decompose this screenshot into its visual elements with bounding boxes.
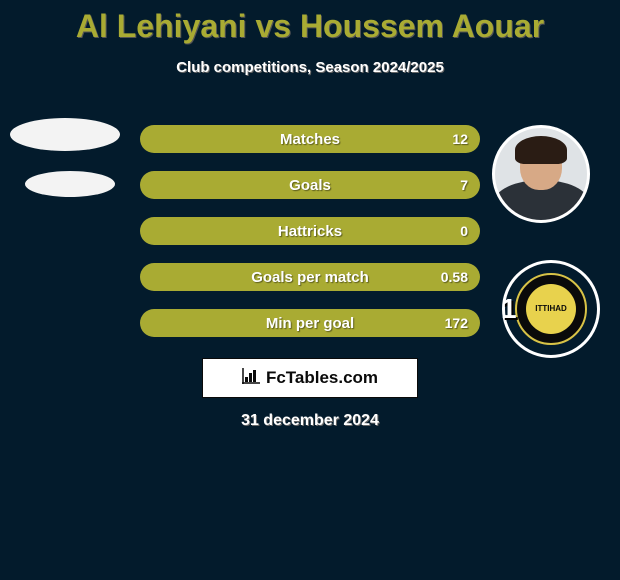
fctables-text: FcTables.com — [266, 368, 378, 388]
stat-bar: Hattricks 0 — [140, 217, 480, 245]
avatar-placeholder-shape — [25, 171, 115, 197]
stat-value-right: 7 — [460, 177, 468, 193]
stat-bar: Goals 7 — [140, 171, 480, 199]
avatar-placeholder-shape — [10, 118, 120, 151]
club-badge-center: ITTIHAD — [526, 284, 576, 334]
player-left-avatar — [10, 118, 110, 218]
stat-value-right: 0 — [460, 223, 468, 239]
club-badge-ring: ITTIHAD — [515, 273, 587, 345]
stat-bar: Matches 12 — [140, 125, 480, 153]
page-title: Al Lehiyani vs Houssem Aouar — [0, 0, 620, 45]
avatar-hair — [515, 136, 567, 164]
stat-label: Matches — [280, 131, 340, 148]
stat-bar: Goals per match 0.58 — [140, 263, 480, 291]
stat-label: Goals per match — [251, 269, 369, 286]
player-right-avatar — [492, 125, 590, 223]
stats-bars: Matches 12 Goals 7 Hattricks 0 Goals per match… — [140, 125, 480, 355]
stat-value-right: 172 — [445, 315, 468, 331]
stat-label: Goals — [289, 177, 331, 194]
stat-bar: Min per goal 172 — [140, 309, 480, 337]
date-text: 31 december 2024 — [0, 412, 620, 430]
stat-label: Hattricks — [278, 223, 342, 240]
stat-value-right: 0.58 — [441, 269, 468, 285]
fctables-watermark: FcTables.com — [202, 358, 418, 398]
club-badge: ITTIHAD 1 — [502, 260, 600, 358]
club-badge-overlay-number: 1 — [501, 293, 517, 325]
stat-label: Min per goal — [266, 315, 354, 332]
comparison-card: Al Lehiyani vs Houssem Aouar Club compet… — [0, 0, 620, 580]
subtitle: Club competitions, Season 2024/2025 — [0, 59, 620, 76]
stat-value-right: 12 — [452, 131, 468, 147]
bar-chart-icon — [242, 368, 260, 389]
